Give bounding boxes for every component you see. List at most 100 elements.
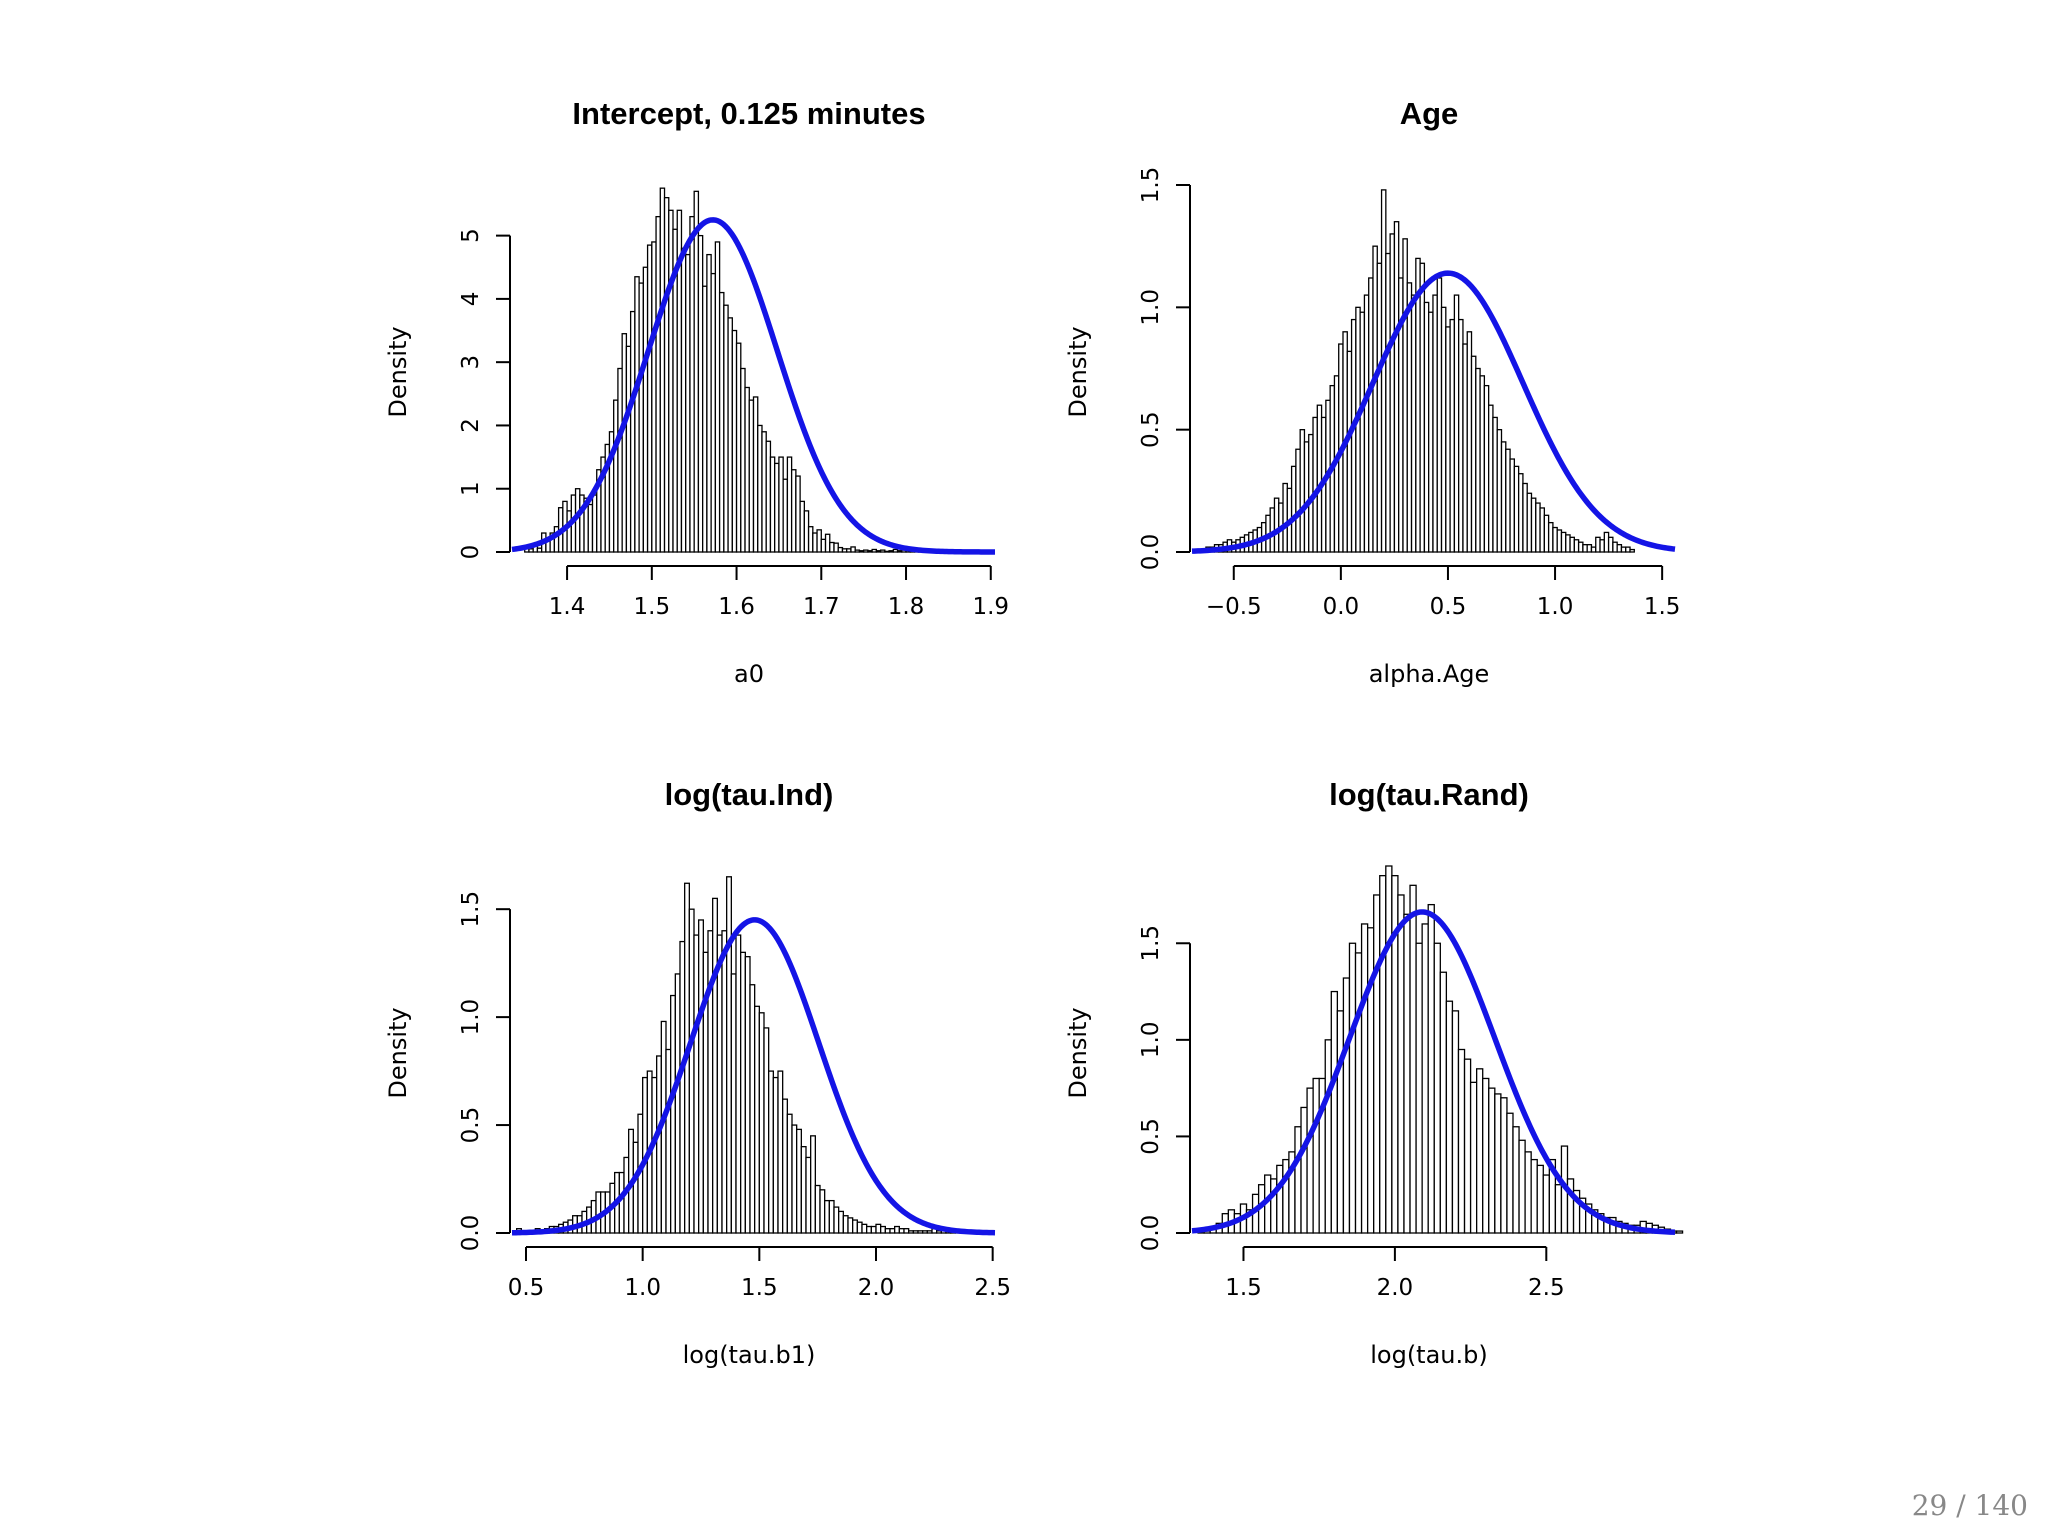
axes: 0.5 1.0 1.5 2.0 2.5 0.0 0.5 1.0 1.5 [458,891,1011,1301]
histogram-bar [758,1012,765,1234]
y-tick-label: 3 [458,355,484,370]
histogram-bar [1419,262,1426,553]
histogram-bar [726,876,732,1234]
histogram-bar [1360,923,1369,1234]
histogram-bar [1300,1106,1308,1234]
histogram-bar [1482,1077,1490,1234]
histogram-bar [1294,1126,1302,1234]
x-tick-label: 1.0 [1537,594,1574,620]
x-tick-label: 1.5 [741,1275,778,1301]
histogram-bar [1385,252,1391,553]
x-axis-label: log(tau.b1) [683,1341,816,1369]
histogram-bar [1536,1164,1544,1234]
histogram-bar [716,934,723,1234]
histogram-bar [670,994,676,1234]
histogram-bar [1385,865,1393,1234]
histogram-bar [1406,282,1413,553]
y-axis-label: Density [1064,326,1092,417]
histogram-bar [1522,482,1528,553]
histogram-bar [791,1124,798,1234]
histogram-bar [898,1228,905,1234]
y-tick-label: 1.5 [458,891,484,928]
y-tick-label: 0.5 [458,1107,484,1144]
histogram-bar [763,1027,770,1234]
histogram-bar [912,1230,919,1234]
x-tick-label: 1.5 [634,594,671,620]
x-tick-label: 2.5 [974,1275,1011,1301]
histogram-bar [744,956,751,1234]
histogram-bar [768,1070,774,1234]
axes: 1.4 1.5 1.6 1.7 1.8 1.9 0 1 2 3 4 5 [458,228,1009,620]
histogram-bar [777,1070,784,1234]
x-tick-label: 1.4 [549,594,586,620]
histogram-bar [828,1199,835,1234]
histogram-bar [1336,1010,1345,1234]
histogram-bar [632,1141,639,1234]
histogram-bar [772,1076,779,1234]
histogram-bar [1463,1058,1472,1234]
histogram-bar [800,1146,807,1234]
x-axis-label: alpha.Age [1369,660,1490,688]
y-axis-label: Density [384,1007,412,1098]
histogram-bar [1488,404,1494,553]
histogram-bar [1432,294,1438,553]
histogram-bar [1427,903,1435,1234]
chart-title: log(tau.Ind) [665,777,834,812]
histogram-bar [903,1228,910,1234]
y-tick-label: 4 [458,292,484,307]
x-tick-label: 1.5 [1225,1275,1262,1301]
histogram-bar [1273,497,1280,553]
x-tick-label: 2.0 [858,1275,895,1301]
histogram-bar [1586,544,1593,553]
histogram-bar [1488,1087,1496,1234]
x-tick-label: 0.5 [1430,594,1467,620]
histogram-bar [1612,541,1618,553]
axes: −0.5 0.0 0.5 1.0 1.5 0.0 0.5 1.0 1.5 [1138,167,1680,620]
histogram-bar [894,1225,900,1234]
histogram-bar [819,1189,826,1234]
histogram-bar [679,940,686,1234]
x-tick-label: 0.5 [508,1275,545,1301]
histogram-bar [1415,942,1423,1234]
histogram-bar [656,1055,662,1234]
histogram-bar [861,1223,868,1234]
histogram-bar [782,1098,788,1234]
histogram-bar [1476,1068,1484,1234]
normal-density-curve [511,917,996,1236]
histogram-bar [1675,1230,1684,1234]
histogram-bar [740,951,746,1234]
y-tick-label: 1.0 [1138,1022,1164,1059]
panel-intercept: Intercept, 0.125 minutes a0 Density 1.4 1… [384,96,1009,688]
histogram-bar [852,1219,858,1234]
x-tick-label: 1.8 [888,594,925,620]
y-tick-label: 1.5 [1138,925,1164,962]
histogram-bar [1348,942,1357,1234]
histogram-bar [805,1156,812,1234]
panel-age: Age alpha.Age Density −0.5 0.0 0.5 1.0 1.5 0.… [1064,96,1680,688]
x-tick-label: −0.5 [1206,594,1262,620]
histogram-bar [674,973,681,1234]
x-tick-label: 1.5 [1644,594,1681,620]
histogram-bar [712,897,718,1234]
x-tick-label: 2.0 [1377,1275,1414,1301]
y-tick-label: 0.5 [1138,1118,1164,1155]
histogram-bar [1316,404,1323,553]
histogram-bar [1276,1164,1284,1234]
panel-log-tau-rand: log(tau.Rand) log(tau.b) Density 1.5 2.0 2… [1064,777,1684,1369]
histogram-bar [1509,458,1515,553]
y-axis-label: Density [384,326,412,417]
histogram-bar [1295,448,1301,553]
histogram-bar [1496,429,1503,553]
histogram-bar [1599,539,1605,553]
histogram-bars [1200,189,1635,553]
histogram-bars [516,876,994,1234]
x-tick-label: 1.7 [803,594,840,620]
normal-density-curve [511,217,996,555]
chart-title: Age [1400,96,1459,131]
histogram-bar [1530,497,1537,553]
y-tick-label: 0.0 [1138,1215,1164,1252]
histogram-bar [1453,294,1460,553]
histogram-bar [1577,541,1584,553]
histogram-bar [824,1199,830,1234]
histogram-bar [618,1171,625,1234]
